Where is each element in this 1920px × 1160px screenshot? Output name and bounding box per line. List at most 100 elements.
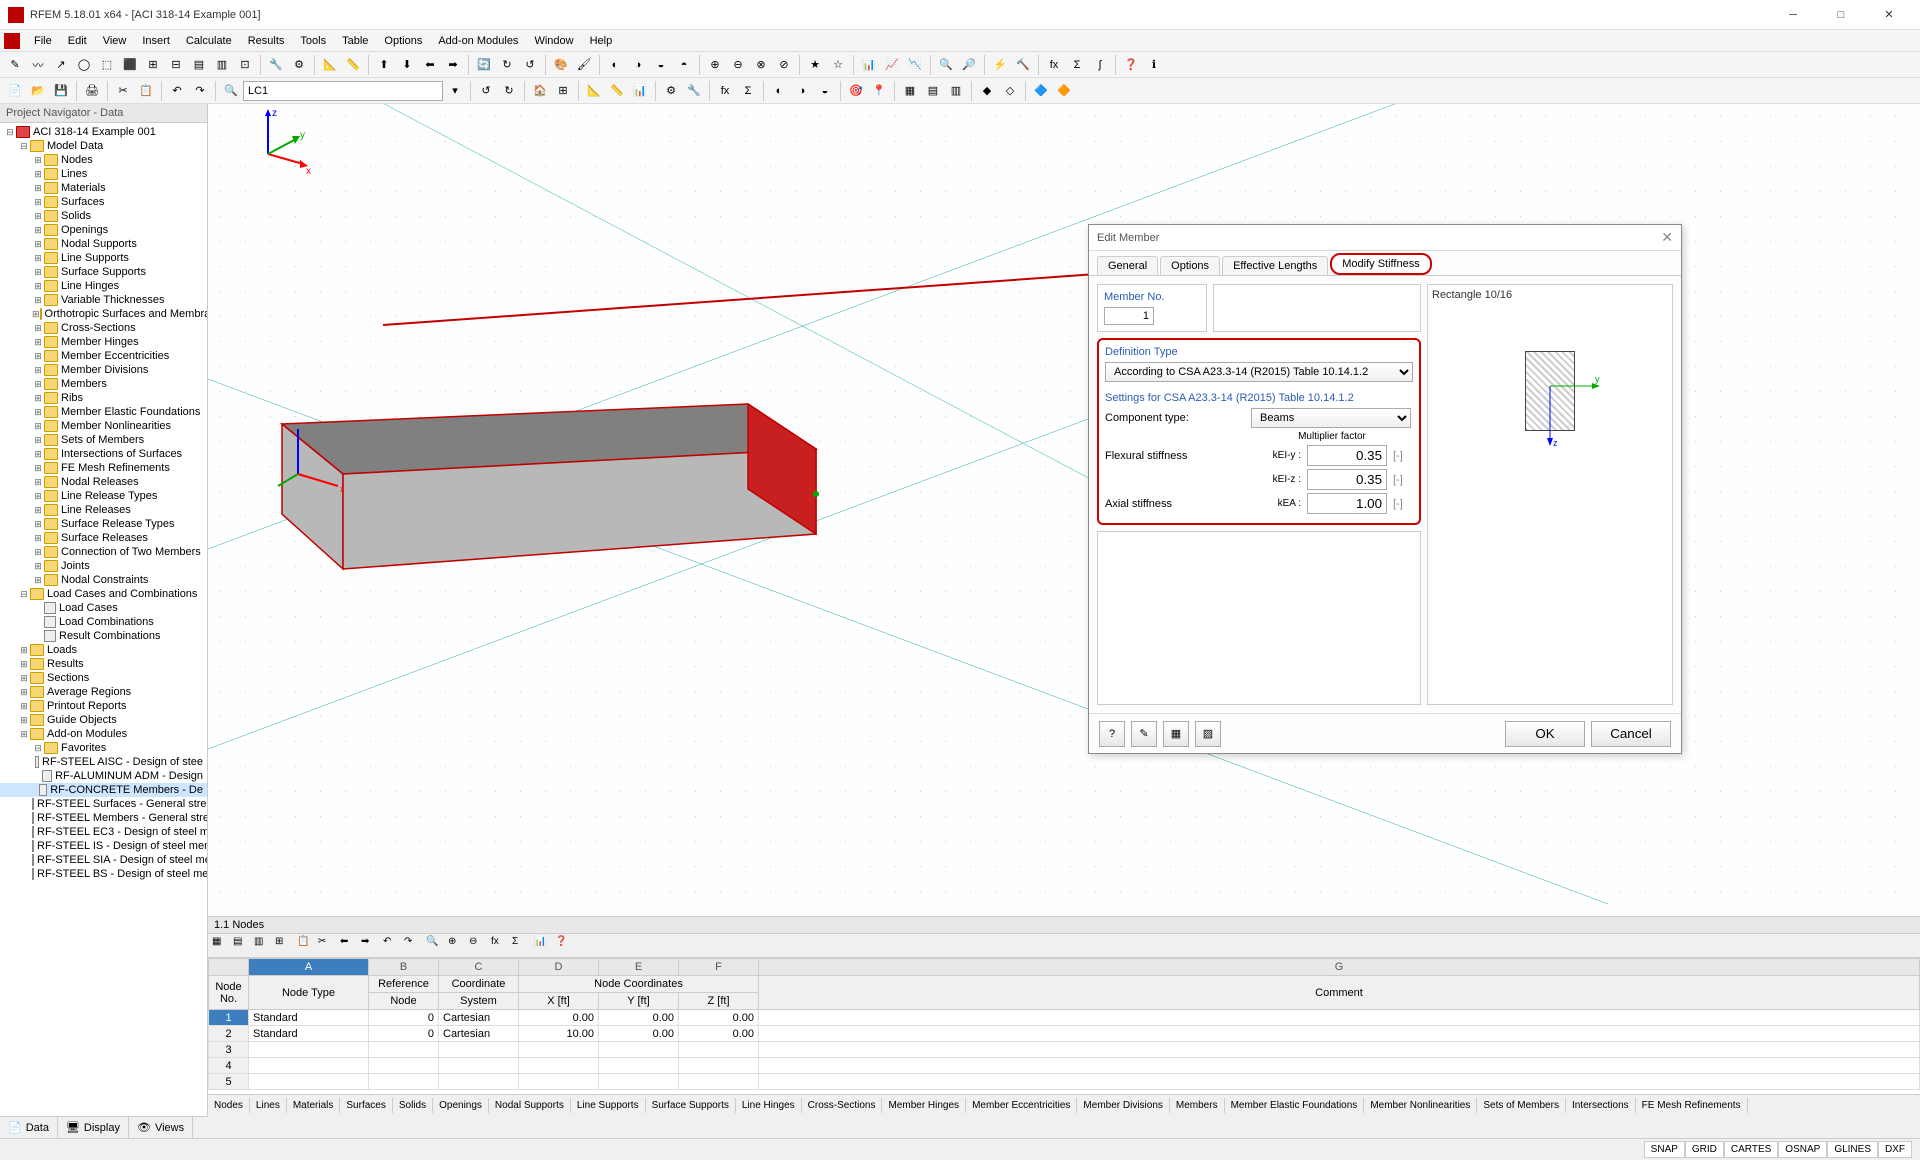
toolbar-btn[interactable]: 📊: [858, 54, 880, 76]
menu-edit[interactable]: Edit: [60, 33, 95, 49]
tree-member-elastic-foundations[interactable]: ⊞Member Elastic Foundations: [0, 405, 207, 419]
toolbar-btn[interactable]: ↗: [50, 54, 72, 76]
tree-member-nonlinearities[interactable]: ⊞Member Nonlinearities: [0, 419, 207, 433]
tree-lines[interactable]: ⊞Lines: [0, 167, 207, 181]
toolbar-btn[interactable]: 📐: [319, 54, 341, 76]
navigator-tree[interactable]: ⊟ACI 318-14 Example 001⊟Model Data⊞Nodes…: [0, 123, 207, 1116]
table-row[interactable]: 1Standard0Cartesian0.000.000.00: [209, 1010, 1920, 1026]
menu-help[interactable]: Help: [582, 33, 621, 49]
toolbar-btn[interactable]: 📊: [629, 80, 651, 102]
tree-nodal-supports[interactable]: ⊞Nodal Supports: [0, 237, 207, 251]
toolbar-btn[interactable]: ✎: [4, 54, 26, 76]
menu-window[interactable]: Window: [526, 33, 581, 49]
table-toolbar-btn[interactable]: ↶: [383, 936, 403, 956]
toolbar-btn[interactable]: 🔎: [958, 54, 980, 76]
toolbar-btn[interactable]: ◒: [650, 54, 672, 76]
table-toolbar-btn[interactable]: ✂: [318, 936, 338, 956]
table-tab-label[interactable]: 1.1 Nodes: [208, 917, 1920, 934]
tree-line-releases[interactable]: ⊞Line Releases: [0, 503, 207, 517]
bottom-tab-nodes[interactable]: Nodes: [208, 1098, 250, 1113]
table-toolbar-btn[interactable]: ➡: [361, 936, 381, 956]
tree-favorites[interactable]: ⊟Favorites: [0, 741, 207, 755]
toolbar-btn[interactable]: ✂: [112, 80, 134, 102]
toolbar-btn[interactable]: 📈: [881, 54, 903, 76]
tree-members[interactable]: ⊞Members: [0, 377, 207, 391]
toolbar-btn[interactable]: 🎯: [845, 80, 867, 102]
menu-options[interactable]: Options: [376, 33, 430, 49]
toolbar-btn[interactable]: 📏: [606, 80, 628, 102]
toolbar-btn[interactable]: ⊟: [165, 54, 187, 76]
tree-member-eccentricities[interactable]: ⊞Member Eccentricities: [0, 349, 207, 363]
toolbar-btn[interactable]: fx: [714, 80, 736, 102]
help-icon[interactable]: ?: [1099, 721, 1125, 747]
tree-rf-concrete-members-de[interactable]: RF-CONCRETE Members - De: [0, 783, 207, 797]
member-no-input[interactable]: [1104, 307, 1154, 325]
toolbar-btn[interactable]: ⬅: [419, 54, 441, 76]
bottom-tab-surfaces[interactable]: Surfaces: [340, 1098, 392, 1113]
toolbar-btn[interactable]: 📏: [342, 54, 364, 76]
tree-printout-reports[interactable]: ⊞Printout Reports: [0, 699, 207, 713]
toolbar-btn[interactable]: ◒: [814, 80, 836, 102]
bottom-tab-intersections[interactable]: Intersections: [1566, 1098, 1636, 1113]
toolbar-btn[interactable]: ↻: [498, 80, 520, 102]
table-row[interactable]: 4: [209, 1058, 1920, 1074]
tree-line-release-types[interactable]: ⊞Line Release Types: [0, 489, 207, 503]
toolbar-btn[interactable]: 🔧: [265, 54, 287, 76]
toolbar-btn[interactable]: 🔨: [1012, 54, 1034, 76]
tree-line-hinges[interactable]: ⊞Line Hinges: [0, 279, 207, 293]
tree-rf-steel-bs-design-of-steel-men[interactable]: RF-STEEL BS - Design of steel men: [0, 867, 207, 881]
toolbar-btn[interactable]: ◆: [976, 80, 998, 102]
toolbar-btn[interactable]: Σ: [1066, 54, 1088, 76]
bottom-tab-fe-mesh-refinements[interactable]: FE Mesh Refinements: [1636, 1098, 1748, 1113]
toolbar-btn[interactable]: 🔶: [1053, 80, 1075, 102]
nav-tab-views[interactable]: 👁Views: [129, 1117, 193, 1138]
k-ely-input[interactable]: [1307, 445, 1387, 466]
bottom-tab-member-hinges[interactable]: Member Hinges: [882, 1098, 966, 1113]
tree-intersections-of-surfaces[interactable]: ⊞Intersections of Surfaces: [0, 447, 207, 461]
tree-surfaces[interactable]: ⊞Surfaces: [0, 195, 207, 209]
toolbar-btn[interactable]: 📄: [4, 80, 26, 102]
bottom-tab-member-divisions[interactable]: Member Divisions: [1077, 1098, 1169, 1113]
table-row[interactable]: 3: [209, 1042, 1920, 1058]
tree-orthotropic-surfaces-and-membra[interactable]: ⊞Orthotropic Surfaces and Membra: [0, 307, 207, 321]
bottom-tab-member-elastic-foundations[interactable]: Member Elastic Foundations: [1225, 1098, 1365, 1113]
tree-add-on-modules[interactable]: ⊞Add-on Modules: [0, 727, 207, 741]
toolbar-btn[interactable]: ⚙: [288, 54, 310, 76]
toolbar-btn[interactable]: ⊞: [142, 54, 164, 76]
toolbar-btn[interactable]: ◓: [673, 54, 695, 76]
tree-nodal-constraints[interactable]: ⊞Nodal Constraints: [0, 573, 207, 587]
bottom-tab-solids[interactable]: Solids: [393, 1098, 433, 1113]
table-toolbar-btn[interactable]: ⬅: [340, 936, 360, 956]
table-toolbar-btn[interactable]: Σ: [512, 936, 532, 956]
toolbar-btn[interactable]: ∫: [1089, 54, 1111, 76]
tree-rf-steel-sia-design-of-steel-me[interactable]: RF-STEEL SIA - Design of steel me: [0, 853, 207, 867]
toolbar-btn[interactable]: 📂: [27, 80, 49, 102]
menu-tools[interactable]: Tools: [292, 33, 334, 49]
col-letter-G[interactable]: G: [759, 959, 1920, 976]
tab-general[interactable]: General: [1097, 256, 1158, 275]
col-letter-F[interactable]: F: [679, 959, 759, 976]
tree-load-cases-and-combinations[interactable]: ⊟Load Cases and Combinations: [0, 587, 207, 601]
table-row[interactable]: 2Standard0Cartesian10.000.000.00: [209, 1026, 1920, 1042]
toolbar-btn[interactable]: ⊖: [727, 54, 749, 76]
menu-add-on-modules[interactable]: Add-on Modules: [430, 33, 526, 49]
tree-sections[interactable]: ⊞Sections: [0, 671, 207, 685]
bottom-tab-surface-supports[interactable]: Surface Supports: [646, 1098, 736, 1113]
toolbar-btn[interactable]: ▥: [211, 54, 233, 76]
toolbar-btn[interactable]: ⚡: [989, 54, 1011, 76]
edit-icon[interactable]: ✎: [1131, 721, 1157, 747]
tree-surface-supports[interactable]: ⊞Surface Supports: [0, 265, 207, 279]
toolbar-btn[interactable]: ⬇: [396, 54, 418, 76]
component-type-select[interactable]: Beams: [1251, 408, 1411, 428]
toolbar-btn[interactable]: 📍: [868, 80, 890, 102]
cancel-button[interactable]: Cancel: [1591, 721, 1671, 747]
tree-loads[interactable]: ⊞Loads: [0, 643, 207, 657]
toolbar-btn[interactable]: ↶: [166, 80, 188, 102]
toolbar-btn[interactable]: 📐: [583, 80, 605, 102]
toolbar-btn[interactable]: ▾: [444, 80, 466, 102]
toolbar-btn[interactable]: 🏠: [529, 80, 551, 102]
tree-rf-steel-members-general-stres[interactable]: RF-STEEL Members - General stres: [0, 811, 207, 825]
status-dxf[interactable]: DXF: [1878, 1141, 1912, 1158]
toolbar-btn[interactable]: 📋: [135, 80, 157, 102]
toolbar-btn[interactable]: ⬆: [373, 54, 395, 76]
